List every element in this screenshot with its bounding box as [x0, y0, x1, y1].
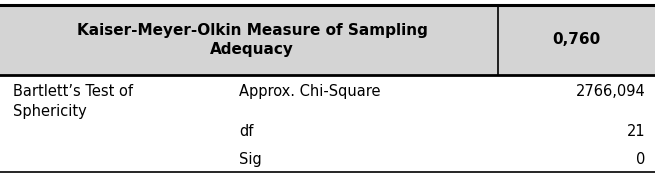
Text: 21: 21	[627, 124, 645, 139]
Text: Kaiser-Meyer-Olkin Measure of Sampling
Adequacy: Kaiser-Meyer-Olkin Measure of Sampling A…	[77, 23, 428, 57]
Text: Sig: Sig	[239, 152, 262, 167]
Text: Approx. Chi-Square: Approx. Chi-Square	[239, 84, 381, 99]
Text: 2766,094: 2766,094	[576, 84, 645, 99]
Text: df: df	[239, 124, 253, 139]
Text: 0,760: 0,760	[552, 32, 601, 47]
Text: 0: 0	[636, 152, 645, 167]
Bar	[0, 5, 655, 75]
Text: Bartlett’s Test of
Sphericity: Bartlett’s Test of Sphericity	[13, 84, 133, 119]
